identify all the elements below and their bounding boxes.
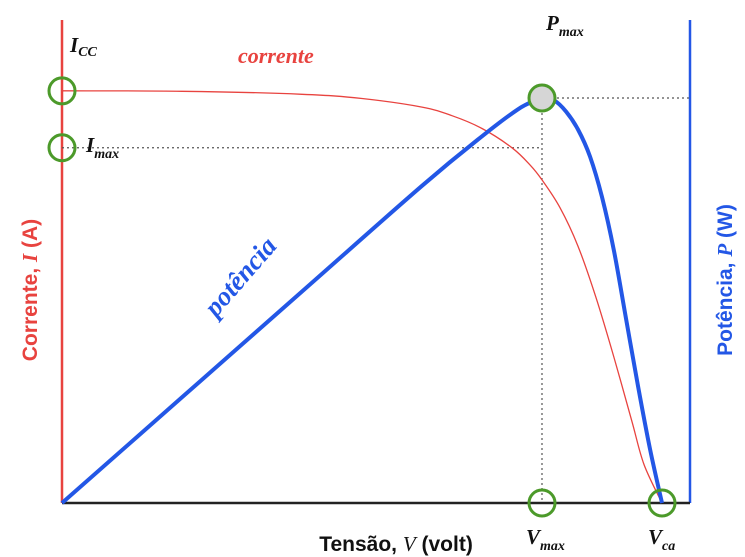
y-axis-left-title: Corrente, I (A) xyxy=(18,219,42,361)
y-axis-left-title-prefix: Corrente, xyxy=(19,262,42,361)
imax-label: Imax xyxy=(85,133,119,162)
pmax-marker xyxy=(527,83,557,113)
key-point-markers xyxy=(47,76,677,518)
vmax-label-sub: max xyxy=(540,539,565,554)
current-curve xyxy=(61,90,663,504)
y-axis-right-title-suffix: (W) xyxy=(714,204,737,244)
vmax-marker xyxy=(527,488,557,518)
y-axis-left-title-symbol: I xyxy=(18,253,42,263)
x-axis-title-symbol: V xyxy=(403,532,418,556)
isc-marker xyxy=(47,76,77,106)
imax-label-sub: max xyxy=(94,147,119,162)
voc-label: Vca xyxy=(648,525,675,554)
pmax-label: Pmax xyxy=(545,11,584,40)
current-curve-label: corrente xyxy=(238,43,314,68)
x-axis-title: Tensão, V (volt) xyxy=(319,532,473,556)
x-axis-title-suffix: (volt) xyxy=(416,533,473,556)
isc-label: ICC xyxy=(69,33,98,60)
vmax-label-main: V xyxy=(526,525,542,549)
imax-label-main: I xyxy=(85,133,95,157)
guide-lines xyxy=(62,97,690,503)
isc-label-sub: CC xyxy=(78,45,97,60)
y-axis-left-title-suffix: (A) xyxy=(19,219,42,254)
voc-marker xyxy=(647,488,677,518)
power-curve-label: potência xyxy=(197,231,283,324)
vmax-label: Vmax xyxy=(526,525,565,554)
isc-label-main: I xyxy=(69,33,79,57)
x-axis-title-prefix: Tensão, xyxy=(319,533,403,556)
pmax-label-sub: max xyxy=(559,25,584,40)
y-axis-right-title-prefix: Potência, xyxy=(714,257,737,356)
voc-label-main: V xyxy=(648,525,664,549)
imax-marker xyxy=(47,133,77,163)
pmax-label-main: P xyxy=(545,11,559,35)
y-axis-right-title-symbol: P xyxy=(713,244,737,258)
power-curve xyxy=(60,95,664,505)
voc-label-sub: ca xyxy=(662,539,675,554)
y-axis-right-title: Potência, P (W) xyxy=(713,204,737,356)
